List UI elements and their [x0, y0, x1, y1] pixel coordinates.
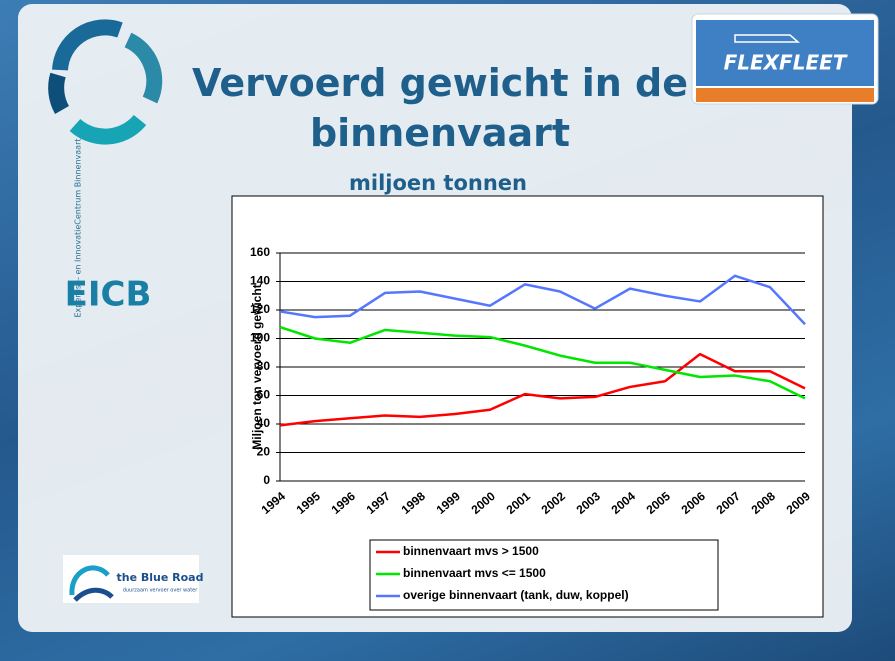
legend-label: binnenvaart mvs <= 1500 — [403, 566, 546, 580]
eicb-logo: EICB — [65, 275, 152, 315]
legend-label: binnenvaart mvs > 1500 — [403, 544, 539, 558]
blue-road-caption: duurzaam vervoer over water — [123, 588, 199, 594]
blue-road-text: the Blue Road — [117, 571, 204, 584]
slide-title: Vervoerd gewicht in de binnenvaart — [190, 58, 690, 158]
slide: Expertise- en InnovatieCentrum Binnenvaa… — [0, 0, 895, 661]
flexfleet-text: FLEXFLEET — [724, 51, 848, 75]
subtitle: miljoen tonnen — [349, 171, 527, 195]
y-tick-label: 160 — [250, 245, 270, 259]
y-tick-label: 0 — [263, 473, 270, 487]
legend-label: overige binnenvaart (tank, duw, koppel) — [403, 588, 629, 602]
y-axis-label: Miljoen ton vervoerd gewicht — [250, 284, 264, 449]
